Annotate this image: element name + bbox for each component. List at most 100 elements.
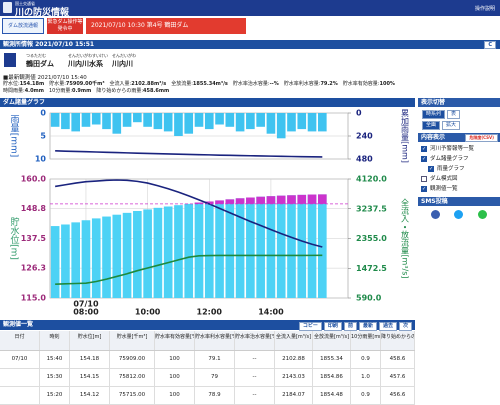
emergency-button[interactable]: 緊急ダム操作等 発令中 [47,18,83,34]
size-buttons: 全画 拡大 [418,120,500,133]
column-header: 貯水位[m] [70,331,110,350]
refresh-button[interactable]: C [484,41,496,49]
option[interactable]: ダム模式図 [421,174,500,184]
y-tick-label: 10 [35,155,47,164]
csv-button[interactable]: 危険度(CSV) [465,134,498,142]
panel-button[interactable]: 拡大 [442,121,461,130]
y-tick-label: 137.5 [21,234,47,243]
bar [307,194,317,298]
latest-item: 時間雨量:4.0mm [3,88,44,95]
table-cell: 1855.34 [313,351,351,368]
bar-over-threshold [276,195,286,204]
table-cell [0,387,40,404]
y-tick-label: 0 [40,109,46,118]
sns-icons [418,206,500,223]
latest-item: 貯水率治水容量:--% [233,81,279,88]
table-button[interactable]: 前 [343,322,357,331]
bar [71,222,81,298]
side-panel: 表示切替 時系列表 全画 拡大 内容表示 危険度(CSV) ✓ 河川予警報等一覧 ✓ ダ… [418,98,500,223]
content-heading-bar: 内容表示 危険度(CSV) [418,133,500,142]
latest-label: 全放流量: [171,81,193,87]
table-cell: 100 [155,387,195,404]
checkbox[interactable] [421,176,427,182]
option[interactable]: ✓ 観測値一覧 [421,184,500,194]
table-buttons: コピー 印刷前最新 過去次 [297,321,412,331]
y2-tick-label: 590.0 [356,294,382,303]
panel-button[interactable]: 表 [447,110,461,119]
option[interactable]: ✓ ダム諸量グラフ [421,154,500,164]
panel-button[interactable]: 時系列 [422,110,446,119]
sms-heading: SMS投稿 [418,197,500,206]
column-header: 10分雨量[mm] [351,331,381,350]
table-button[interactable]: 印刷 [323,322,342,331]
y2-tick-label: 480 [356,155,373,164]
latest-item: 貯水位:154.18m [3,81,44,88]
checkbox[interactable]: ✓ [421,156,427,162]
bar [133,113,142,123]
bar [112,113,122,134]
option-label: 河川予警報等一覧 [430,146,475,152]
bar [204,113,214,130]
table-cell: 07/10 [0,351,40,368]
y-tick-label: 148.8 [21,204,47,213]
bar [133,210,142,298]
latest-value: 1855.34m³/s [192,81,228,87]
release-button[interactable]: ダム放流通報 [2,18,44,34]
option[interactable]: ✓ 雨量グラフ [421,164,500,174]
table-cell: 1.0 [351,369,381,386]
table-button[interactable]: 最新 [358,322,377,331]
table-cell: 0.9 [351,351,381,368]
table-cell: 75715.00 [110,387,155,404]
table-cell: 15:20 [40,387,70,404]
help-link[interactable]: 操作説明 [474,6,495,12]
bar [235,113,245,132]
bar-over-threshold [287,195,296,204]
column-header: 貯水率有効容量[%] [155,331,195,350]
bar [215,113,224,125]
column-header: 貯水量[千m³] [110,331,155,350]
bar [153,207,163,298]
table-button[interactable]: コピー [298,322,322,331]
table-cell: 457.6 [381,369,415,386]
river-reading: せんだいがわ [112,53,136,58]
bar [276,195,286,298]
latest-value: 0.9mm [72,88,92,94]
checkbox[interactable]: ✓ [428,166,434,172]
checkbox[interactable]: ✓ [421,146,427,152]
bar-over-threshold [266,196,276,204]
option-label: ダム模式図 [430,176,458,182]
notice-message[interactable]: 2021/07/10 10:30 第4号 鶴田ダム [86,18,246,34]
content-heading: 内容表示 [421,134,446,141]
bar [174,113,183,136]
bar [71,113,81,132]
panel-button[interactable]: 全画 [422,121,441,130]
bar-over-threshold [317,194,327,204]
bar-over-threshold [215,200,224,204]
checkbox[interactable]: ✓ [421,186,427,192]
table-row: 15:20 154.12 75715.00 100 78.9 -- 2184.07 1854.… [0,387,415,405]
bar [163,206,173,298]
twitter-icon[interactable] [454,210,464,219]
line-icon[interactable] [477,210,487,219]
bar [307,113,317,132]
system-reading: せんだいがわすいけい [68,53,108,58]
y-axis-title: 雨量[mm] [9,115,20,158]
bar [153,113,163,130]
table-button[interactable]: 次 [398,322,412,331]
y2-tick-label: 3237.5 [356,204,387,213]
column-header: 時刻 [40,331,70,350]
switch-heading: 表示切替 [418,98,500,107]
latest-values: 貯水位:154.18m 貯水量:75909.00千m³ 全流入量:2102.88m³… [3,81,415,95]
bar [81,113,91,127]
facebook-icon[interactable] [431,210,441,219]
option[interactable]: ✓ 河川予警報等一覧 [421,144,500,154]
bar [81,220,91,298]
station-icon [4,53,16,67]
bar-over-threshold [297,194,307,204]
y-tick-label: 160.0 [21,175,47,184]
bar [194,113,204,127]
latest-value: 100% [379,81,395,87]
latest-label: 時間雨量: [3,88,25,94]
table-button[interactable]: 過去 [378,322,397,331]
option-label: 観測値一覧 [430,186,458,192]
